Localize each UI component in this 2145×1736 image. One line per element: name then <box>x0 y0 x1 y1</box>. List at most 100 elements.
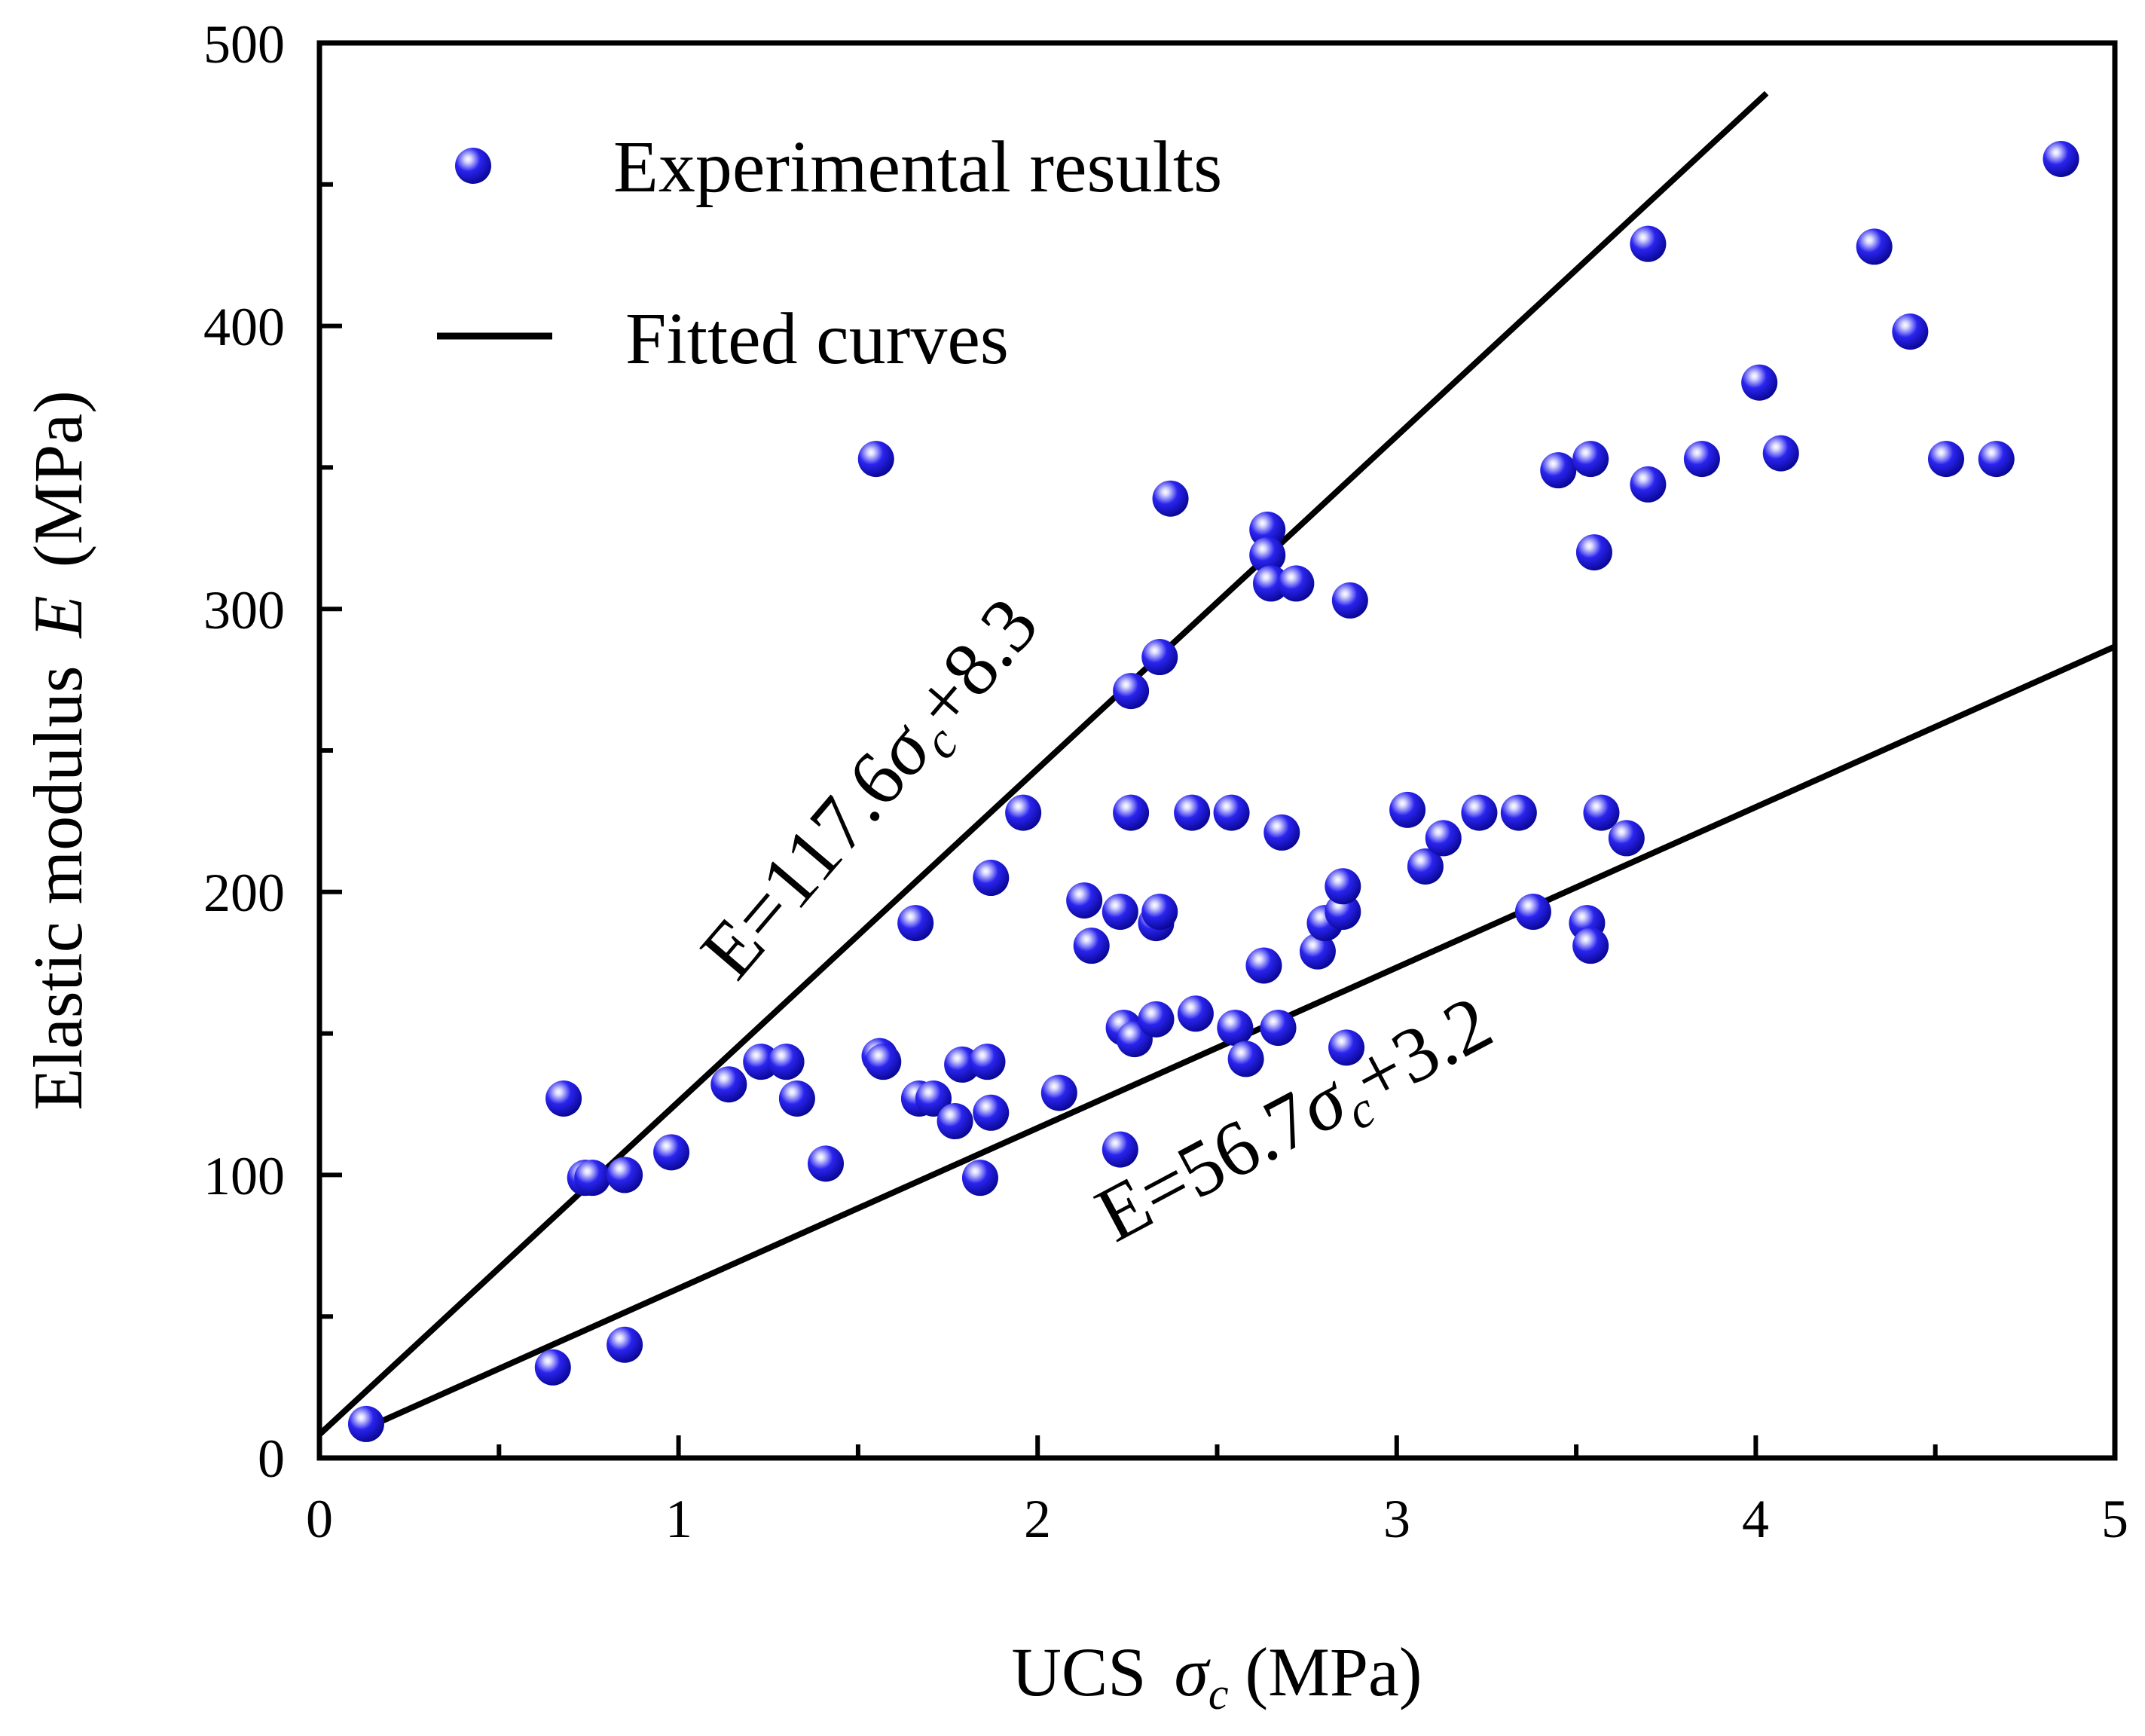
data-point <box>1299 933 1336 970</box>
data-point <box>1325 894 1361 931</box>
data-point <box>347 1405 384 1442</box>
data-point <box>1260 1010 1297 1047</box>
data-point <box>1389 791 1426 828</box>
legend-label-experimental: Experimental results <box>613 127 1222 208</box>
data-point <box>1066 882 1103 919</box>
y-tick-label: 400 <box>203 297 285 357</box>
data-point <box>1407 848 1444 885</box>
data-point <box>1572 441 1609 478</box>
data-point <box>1141 639 1178 676</box>
data-point <box>1152 480 1189 517</box>
data-point <box>1927 441 1964 478</box>
data-point <box>1263 814 1300 851</box>
data-point <box>653 1134 690 1171</box>
y-tick-labels: 0 100 200 300 400 500 <box>203 14 285 1489</box>
x-tick-labels: 0 1 2 3 4 5 <box>306 1489 2128 1549</box>
x-axis-title: UCS σc (MPa) <box>1011 1634 1422 1719</box>
y-axis-title: Elastic modulus E (MPa) <box>20 390 96 1111</box>
data-point <box>915 1080 952 1117</box>
data-point <box>1252 565 1289 602</box>
data-point <box>1141 894 1178 931</box>
data-point <box>973 1094 1010 1131</box>
data-point <box>545 1080 582 1117</box>
data-point <box>574 1160 611 1197</box>
axis-ticks <box>317 41 2117 1460</box>
fit-label-upper: E=117.6σc+8.3 <box>684 582 1062 1001</box>
data-point <box>1856 228 1893 265</box>
data-point <box>1113 673 1150 710</box>
data-point <box>1102 894 1138 931</box>
data-point <box>961 1160 998 1197</box>
y-tick-label: 0 <box>258 1429 285 1489</box>
data-point <box>1572 928 1609 964</box>
y-axis-title-symbol: E <box>20 595 96 639</box>
y-tick-label: 100 <box>203 1146 285 1206</box>
y-tick-label: 500 <box>203 14 285 75</box>
data-point <box>1073 928 1110 964</box>
x-axis-title-main: UCS <box>1011 1634 1146 1710</box>
data-point <box>1630 225 1667 262</box>
data-point <box>1249 536 1286 573</box>
data-point <box>1113 794 1150 831</box>
x-tick-label: 1 <box>665 1489 692 1549</box>
data-point <box>1978 441 2015 478</box>
fit-line-upper <box>319 90 1769 1437</box>
data-point <box>857 441 894 478</box>
data-point <box>1575 534 1612 571</box>
data-point <box>969 1044 1006 1080</box>
fit-label-lower-prefix: E=56.7 <box>1083 1074 1326 1258</box>
y-tick-label: 200 <box>203 863 285 923</box>
data-point <box>1540 452 1577 489</box>
data-point <box>1608 820 1645 857</box>
data-point <box>1245 947 1282 984</box>
data-point <box>897 905 934 942</box>
x-tick-label: 4 <box>1742 1489 1769 1549</box>
data-point <box>607 1157 643 1194</box>
fitted-lines <box>319 90 2115 1437</box>
data-point <box>1102 1131 1138 1168</box>
data-point <box>1005 794 1042 831</box>
data-point <box>1328 1029 1365 1066</box>
data-point <box>1500 794 1537 831</box>
data-point <box>743 1044 780 1080</box>
data-point <box>1174 794 1211 831</box>
legend-marker-sphere <box>455 148 491 184</box>
data-point <box>1227 1041 1264 1077</box>
legend: Experimental results Fitted curves <box>437 127 1222 380</box>
data-point <box>1762 435 1799 472</box>
y-tick-label: 300 <box>203 580 285 640</box>
data-point <box>1331 582 1368 619</box>
data-point <box>865 1044 902 1080</box>
data-point <box>1892 313 1929 350</box>
data-points <box>347 140 2079 1442</box>
x-axis-title-unit: (MPa) <box>1245 1634 1422 1710</box>
y-axis-title-unit: (MPa) <box>20 390 96 567</box>
data-point <box>1278 565 1315 602</box>
x-axis-title-subscript: c <box>1208 1669 1229 1719</box>
data-point <box>973 860 1010 897</box>
data-point <box>1249 512 1286 549</box>
x-tick-label: 5 <box>2101 1489 2128 1549</box>
data-point <box>1325 868 1361 905</box>
data-point <box>768 1044 805 1080</box>
data-point <box>534 1349 571 1386</box>
data-point <box>808 1145 845 1182</box>
data-point <box>937 1103 973 1140</box>
data-point <box>1138 1001 1175 1038</box>
plot-frame <box>316 40 2118 1461</box>
data-point <box>1040 1074 1077 1111</box>
x-tick-label: 0 <box>306 1489 333 1549</box>
legend-label-fitted: Fitted curves <box>625 298 1009 380</box>
data-point <box>1213 794 1250 831</box>
data-point <box>1514 894 1551 931</box>
data-point <box>778 1080 815 1117</box>
data-point <box>607 1326 643 1363</box>
data-point <box>2043 140 2079 177</box>
data-point <box>1425 820 1462 857</box>
data-point <box>1177 995 1214 1032</box>
x-tick-label: 2 <box>1024 1489 1051 1549</box>
data-point <box>710 1066 747 1103</box>
data-point <box>1461 794 1498 831</box>
data-point <box>1217 1010 1254 1047</box>
